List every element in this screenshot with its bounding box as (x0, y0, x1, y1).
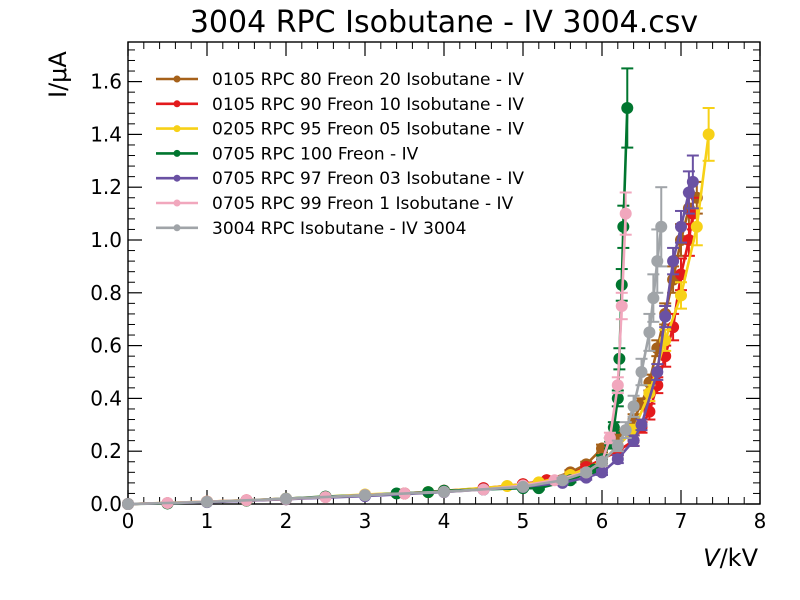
data-point (580, 466, 593, 479)
y-tick-label: 1.2 (90, 175, 122, 199)
data-point (122, 498, 134, 510)
x-axis-label-unit: /kV (720, 544, 759, 572)
data-point (619, 207, 632, 220)
legend-marker (173, 149, 181, 157)
data-point (556, 474, 569, 487)
legend-label: 3004 RPC Isobutane - IV 3004 (212, 219, 466, 239)
legend-marker (173, 75, 181, 83)
legend-item: 0705 RPC 99 Freon 1 Isobutane - IV (156, 194, 514, 214)
data-point (280, 492, 292, 505)
legend-item: 0205 RPC 95 Freon 05 Isobutane - IV (156, 120, 524, 140)
axes: 0 1 2 3 4 5 6 7 8 0.0 0.2 0.4 0.6 0.8 1.0 1.2 1.4 1.6 (90, 41, 767, 533)
x-tick-label: 0 (122, 509, 135, 533)
legend-label: 0705 RPC 100 Freon - IV (212, 144, 419, 164)
legend: 0105 RPC 80 Freon 20 Isobutane - IV 0105 … (156, 70, 524, 239)
series-line (127, 213, 695, 506)
x-axis-label-italic: V (703, 544, 721, 572)
data-point (675, 289, 687, 302)
y-tick-label: 1.0 (90, 228, 122, 252)
data-point (655, 220, 668, 233)
legend-item: 0105 RPC 90 Freon 10 Isobutane - IV (156, 95, 524, 115)
y-tick-label: 0.4 (90, 386, 122, 410)
data-point (627, 400, 640, 413)
series-layer (122, 67, 715, 510)
legend-label: 0705 RPC 99 Freon 1 Isobutane - IV (212, 194, 514, 214)
legend-marker (173, 125, 181, 133)
data-point (617, 220, 630, 233)
x-tick-label: 2 (280, 509, 293, 533)
x-tick-label: 7 (675, 509, 688, 533)
data-point (635, 418, 648, 431)
y-tick-label: 0.0 (90, 492, 122, 516)
legend-marker (173, 100, 181, 108)
y-tick-label: 0.2 (90, 439, 122, 463)
x-tick-label: 5 (517, 509, 530, 533)
data-point (596, 455, 608, 468)
legend-item: 0105 RPC 80 Freon 20 Isobutane - IV (156, 70, 524, 90)
data-point (690, 220, 703, 233)
legend-marker (173, 174, 181, 182)
data-point (702, 128, 715, 141)
data-point (611, 379, 624, 392)
legend-label: 0105 RPC 90 Freon 10 Isobutane - IV (212, 95, 524, 115)
legend-item: 0705 RPC 97 Freon 03 Isobutane - IV (156, 169, 524, 189)
y-tick-label: 1.4 (90, 122, 122, 146)
series-7 (122, 186, 668, 510)
x-tick-label: 4 (438, 509, 451, 533)
data-point (611, 439, 624, 452)
series-line (127, 196, 698, 506)
data-point (675, 220, 687, 233)
data-point (643, 326, 656, 339)
x-tick-label: 6 (596, 509, 609, 533)
data-point (659, 310, 672, 323)
x-axis-label: V/kV (703, 544, 758, 572)
data-point (615, 300, 628, 312)
chart-title: 3004 RPC Isobutane - IV 3004.csv (190, 5, 698, 40)
legend-label: 0105 RPC 80 Freon 20 Isobutane - IV (212, 70, 524, 90)
data-point (619, 424, 632, 437)
y-axis-label: I/μA (44, 51, 72, 98)
legend-item: 3004 RPC Isobutane - IV 3004 (156, 219, 466, 239)
data-point (201, 495, 213, 508)
y-tick-label: 0.8 (90, 281, 122, 305)
series-line (127, 107, 629, 506)
data-point (635, 366, 648, 378)
series-6 (122, 191, 632, 510)
x-tick-label: 1 (201, 509, 214, 533)
data-point (627, 434, 640, 447)
data-point (517, 480, 529, 493)
x-tick-label: 3 (359, 509, 372, 533)
legend-marker (173, 199, 181, 207)
data-point (667, 255, 680, 268)
data-point (438, 485, 450, 498)
data-point (611, 453, 624, 466)
data-point (651, 366, 664, 378)
data-point (611, 392, 624, 405)
data-point (647, 292, 660, 305)
x-tick-label: 8 (754, 509, 767, 533)
legend-item: 0705 RPC 100 Freon - IV (156, 144, 419, 164)
legend-marker (173, 224, 181, 232)
series-line (127, 213, 627, 506)
data-point (359, 489, 371, 502)
y-tick-label: 0.6 (90, 334, 122, 358)
data-point (596, 466, 608, 479)
y-tick-label: 1.6 (90, 70, 122, 94)
legend-label: 0705 RPC 97 Freon 03 Isobutane - IV (212, 169, 524, 189)
data-point (686, 175, 699, 188)
legend-label: 0205 RPC 95 Freon 05 Isobutane - IV (212, 120, 524, 140)
data-point (621, 102, 634, 114)
